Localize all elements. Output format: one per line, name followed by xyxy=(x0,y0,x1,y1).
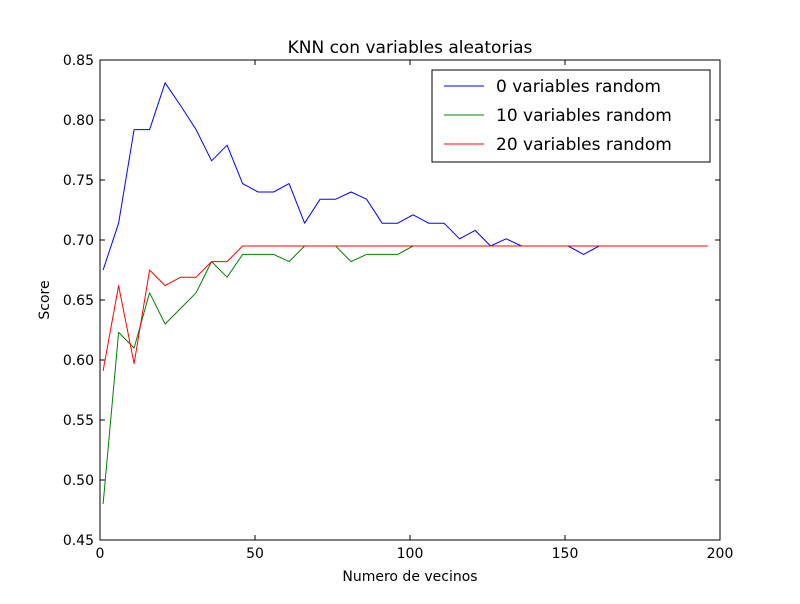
x-tick-label: 50 xyxy=(246,546,264,562)
y-tick-label: 0.75 xyxy=(63,173,94,189)
series-line-2 xyxy=(102,245,708,371)
series-line-1 xyxy=(102,245,708,505)
legend-box xyxy=(431,69,711,163)
legend: 0 variables random 10 variables random 20 … xyxy=(431,69,711,163)
x-tick-label: 0 xyxy=(96,546,105,562)
y-tick-label: 0.65 xyxy=(63,293,94,309)
legend-label-1: 10 variables random xyxy=(496,106,672,126)
ticks-layer: 0 50 100 150 200 0.45 0.50 0.55 0.60 0.65 0.70 0.75… xyxy=(63,53,734,562)
legend-label-2: 20 variables random xyxy=(496,135,672,155)
y-tick-label: 0.85 xyxy=(63,53,94,69)
y-tick-label: 0.55 xyxy=(63,413,94,429)
y-tick-label: 0.50 xyxy=(63,473,94,489)
y-tick-label: 0.70 xyxy=(63,233,94,249)
x-axis-label: Numero de vecinos xyxy=(342,569,477,585)
y-tick-label: 0.80 xyxy=(63,113,94,129)
x-tick-label: 150 xyxy=(552,546,579,562)
y-axis-label: Score xyxy=(37,280,53,319)
y-tick-label: 0.45 xyxy=(63,533,94,549)
chart-title: KNN con variables aleatorias xyxy=(288,38,533,58)
plot-frame xyxy=(99,59,721,541)
y-tick-label: 0.60 xyxy=(63,353,94,369)
legend-label-0: 0 variables random xyxy=(496,77,661,97)
x-tick-label: 200 xyxy=(707,546,734,562)
x-tick-label: 100 xyxy=(397,546,424,562)
series-layer xyxy=(102,82,708,505)
